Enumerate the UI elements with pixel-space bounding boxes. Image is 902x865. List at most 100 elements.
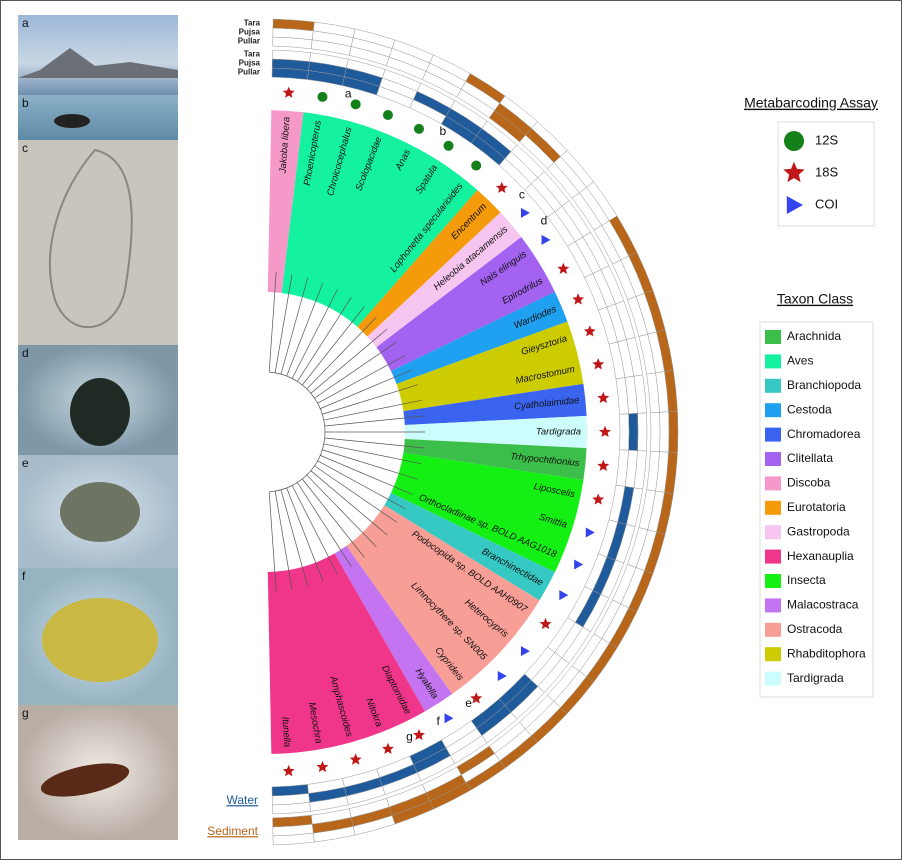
clade-wedge <box>391 291 568 384</box>
row-label: Tara <box>244 19 261 28</box>
assay-marker <box>350 99 361 110</box>
assay-marker <box>471 160 482 171</box>
clade-wedge <box>391 452 584 573</box>
snail <box>70 378 130 446</box>
water-cell <box>628 413 639 451</box>
legend-label: 18S <box>815 164 838 179</box>
clade-wedge <box>334 545 453 712</box>
legend-swatch <box>765 622 781 637</box>
clade-wedge <box>357 189 501 337</box>
row-label: Pullar <box>238 37 260 46</box>
tree-branch <box>306 316 377 390</box>
sediment-cell <box>650 411 661 453</box>
panel-letter: d <box>22 346 29 360</box>
tree-branch <box>274 274 293 373</box>
legend-label: COI <box>815 196 838 211</box>
marker-letter: a <box>345 87 352 101</box>
assay-marker <box>592 358 605 370</box>
assay-marker <box>282 86 295 98</box>
tree-branch <box>320 369 413 409</box>
legend-title: Taxon Class <box>777 291 853 307</box>
legend-swatch <box>765 647 781 662</box>
assay-marker <box>443 140 454 151</box>
assay-marker <box>541 234 551 245</box>
copepod <box>40 763 130 797</box>
tree-branch <box>314 465 398 523</box>
assay-marker <box>557 262 570 274</box>
row-label: Tara <box>244 50 261 59</box>
marker-letter: c <box>519 188 525 202</box>
legend-swatch <box>765 549 781 564</box>
tree <box>268 272 425 592</box>
assay-marker <box>520 207 530 218</box>
marker-letter: d <box>541 214 548 228</box>
tree-branch <box>306 474 377 548</box>
legend-symbol <box>784 131 804 151</box>
assay-marker <box>559 590 569 601</box>
row-label: Pujsa <box>239 59 261 68</box>
tree-branch <box>280 277 309 375</box>
sediment-cell <box>659 411 670 453</box>
legend-label: Branchiopoda <box>787 378 861 392</box>
assay-marker <box>470 692 483 704</box>
legend-swatch <box>765 500 781 515</box>
photo-column <box>18 15 178 840</box>
assay-marker <box>597 459 610 472</box>
tree-branch <box>286 487 324 582</box>
tree-branch <box>324 415 425 427</box>
clade-wedge <box>267 553 426 754</box>
assay-marker <box>495 181 508 194</box>
mountain <box>18 48 178 78</box>
panel-letter: a <box>22 16 29 30</box>
tree-branch <box>322 449 418 480</box>
legend-label: Clitellata <box>787 451 833 465</box>
clade-wedge <box>403 439 587 481</box>
clade-wedge <box>281 112 478 327</box>
tree-branch <box>274 491 293 590</box>
tip-label: Tardigrada <box>536 427 581 438</box>
assay-marker <box>316 760 329 773</box>
panel-letter: g <box>22 706 29 720</box>
water-label: Water <box>226 793 258 807</box>
legend-label: Ostracoda <box>787 622 843 636</box>
panel-letter: e <box>22 456 29 470</box>
clade-wedge <box>404 415 587 449</box>
row-label: Pullar <box>238 68 260 77</box>
panel-letter: c <box>22 141 28 155</box>
tree-branch <box>280 489 309 587</box>
legend-label: Tardigrada <box>787 671 844 685</box>
legend-swatch <box>765 452 781 466</box>
marker-letter: b <box>439 124 446 138</box>
clade-wedge <box>367 212 522 348</box>
legend-label: Chromadorea <box>787 427 861 441</box>
assay-marker <box>497 671 507 682</box>
assay-marker <box>349 753 362 765</box>
marker-letter: f <box>436 714 440 728</box>
tree-branch <box>286 282 324 377</box>
legend-label: Cestoda <box>787 402 832 416</box>
panel-letter: f <box>22 569 26 583</box>
legend-swatch <box>765 427 781 442</box>
clade-wedge <box>384 492 555 601</box>
tree-branch <box>324 437 425 449</box>
legend-title: Metabarcoding Assay <box>744 95 878 111</box>
assay-marker <box>599 425 611 438</box>
assay-marker <box>413 728 425 741</box>
tree-branch <box>297 297 352 382</box>
tree-branch <box>317 354 406 404</box>
legend-swatch <box>765 671 781 686</box>
tree-branch <box>323 399 422 421</box>
assay-marker <box>382 110 393 121</box>
clade-wedge <box>376 237 555 372</box>
organism <box>48 148 133 328</box>
assay-marker <box>597 391 610 404</box>
legend-label: 12S <box>815 132 838 147</box>
legend-label: Hexanauplia <box>787 549 854 563</box>
tree-branch <box>301 478 365 558</box>
tree-branch <box>297 482 352 567</box>
legend-swatch <box>765 574 781 588</box>
ostracod <box>60 482 140 542</box>
marker-letter: e <box>465 696 472 710</box>
sediment-cell <box>272 814 313 828</box>
